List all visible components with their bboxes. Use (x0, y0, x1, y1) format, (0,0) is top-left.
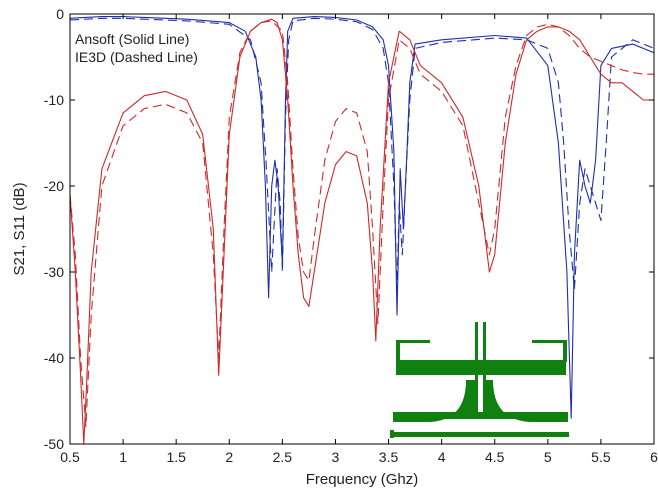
x-tick-label: 5 (544, 449, 552, 465)
plot-frame (69, 13, 655, 445)
legend-entry: IE3D (Dashed Line) (75, 49, 198, 65)
y-tick-label: -20 (44, 178, 64, 194)
filter-layout-part (393, 432, 569, 437)
legend-entry: Ansoft (Solid Line) (75, 31, 189, 47)
filter-layout-part (396, 340, 400, 362)
x-tick-label: 1 (119, 449, 127, 465)
filter-layout-part (563, 340, 567, 362)
x-tick-label: 5.5 (591, 449, 611, 465)
x-tick-label: 4.5 (485, 449, 505, 465)
filter-layout-part (466, 380, 476, 412)
filter-layout-part (396, 340, 430, 343)
x-tick-label: 2 (225, 449, 233, 465)
series-line-3 (69, 18, 654, 445)
plot-background (70, 14, 654, 444)
y-tick-label: -50 (44, 436, 64, 452)
series-line-4 (69, 20, 654, 428)
y-tick-label: 0 (56, 6, 64, 22)
x-tick-label: 3 (332, 449, 340, 465)
series-line-1 (69, 16, 655, 419)
filter-layout-part (475, 322, 478, 412)
filter-layout-curve (493, 380, 568, 422)
filter-layout-part (390, 430, 394, 438)
filter-layout-part (532, 340, 566, 343)
x-tick-label: 2.5 (273, 449, 293, 465)
filter-layout-icon (390, 322, 569, 438)
filter-layout-part (483, 322, 486, 412)
y-tick-label: -40 (44, 350, 64, 366)
y-axis-label: S21, S11 (dB) (11, 182, 28, 275)
series-line-2 (69, 17, 655, 290)
x-tick-label: 6 (650, 449, 658, 465)
x-tick-label: 0.5 (60, 449, 80, 465)
x-axis-label: Frequency (Ghz) (306, 471, 419, 488)
y-tick-label: -30 (44, 264, 64, 280)
x-tick-label: 3.5 (379, 449, 399, 465)
filter-layout-part (483, 380, 493, 412)
x-tick-label: 4 (438, 449, 446, 465)
filter-layout-part (396, 360, 566, 375)
filter-layout-curve (393, 380, 466, 422)
x-tick-label: 1.5 (166, 449, 186, 465)
y-tick-label: -10 (44, 92, 64, 108)
legend: Ansoft (Solid Line) IE3D (Dashed Line) (75, 31, 198, 65)
